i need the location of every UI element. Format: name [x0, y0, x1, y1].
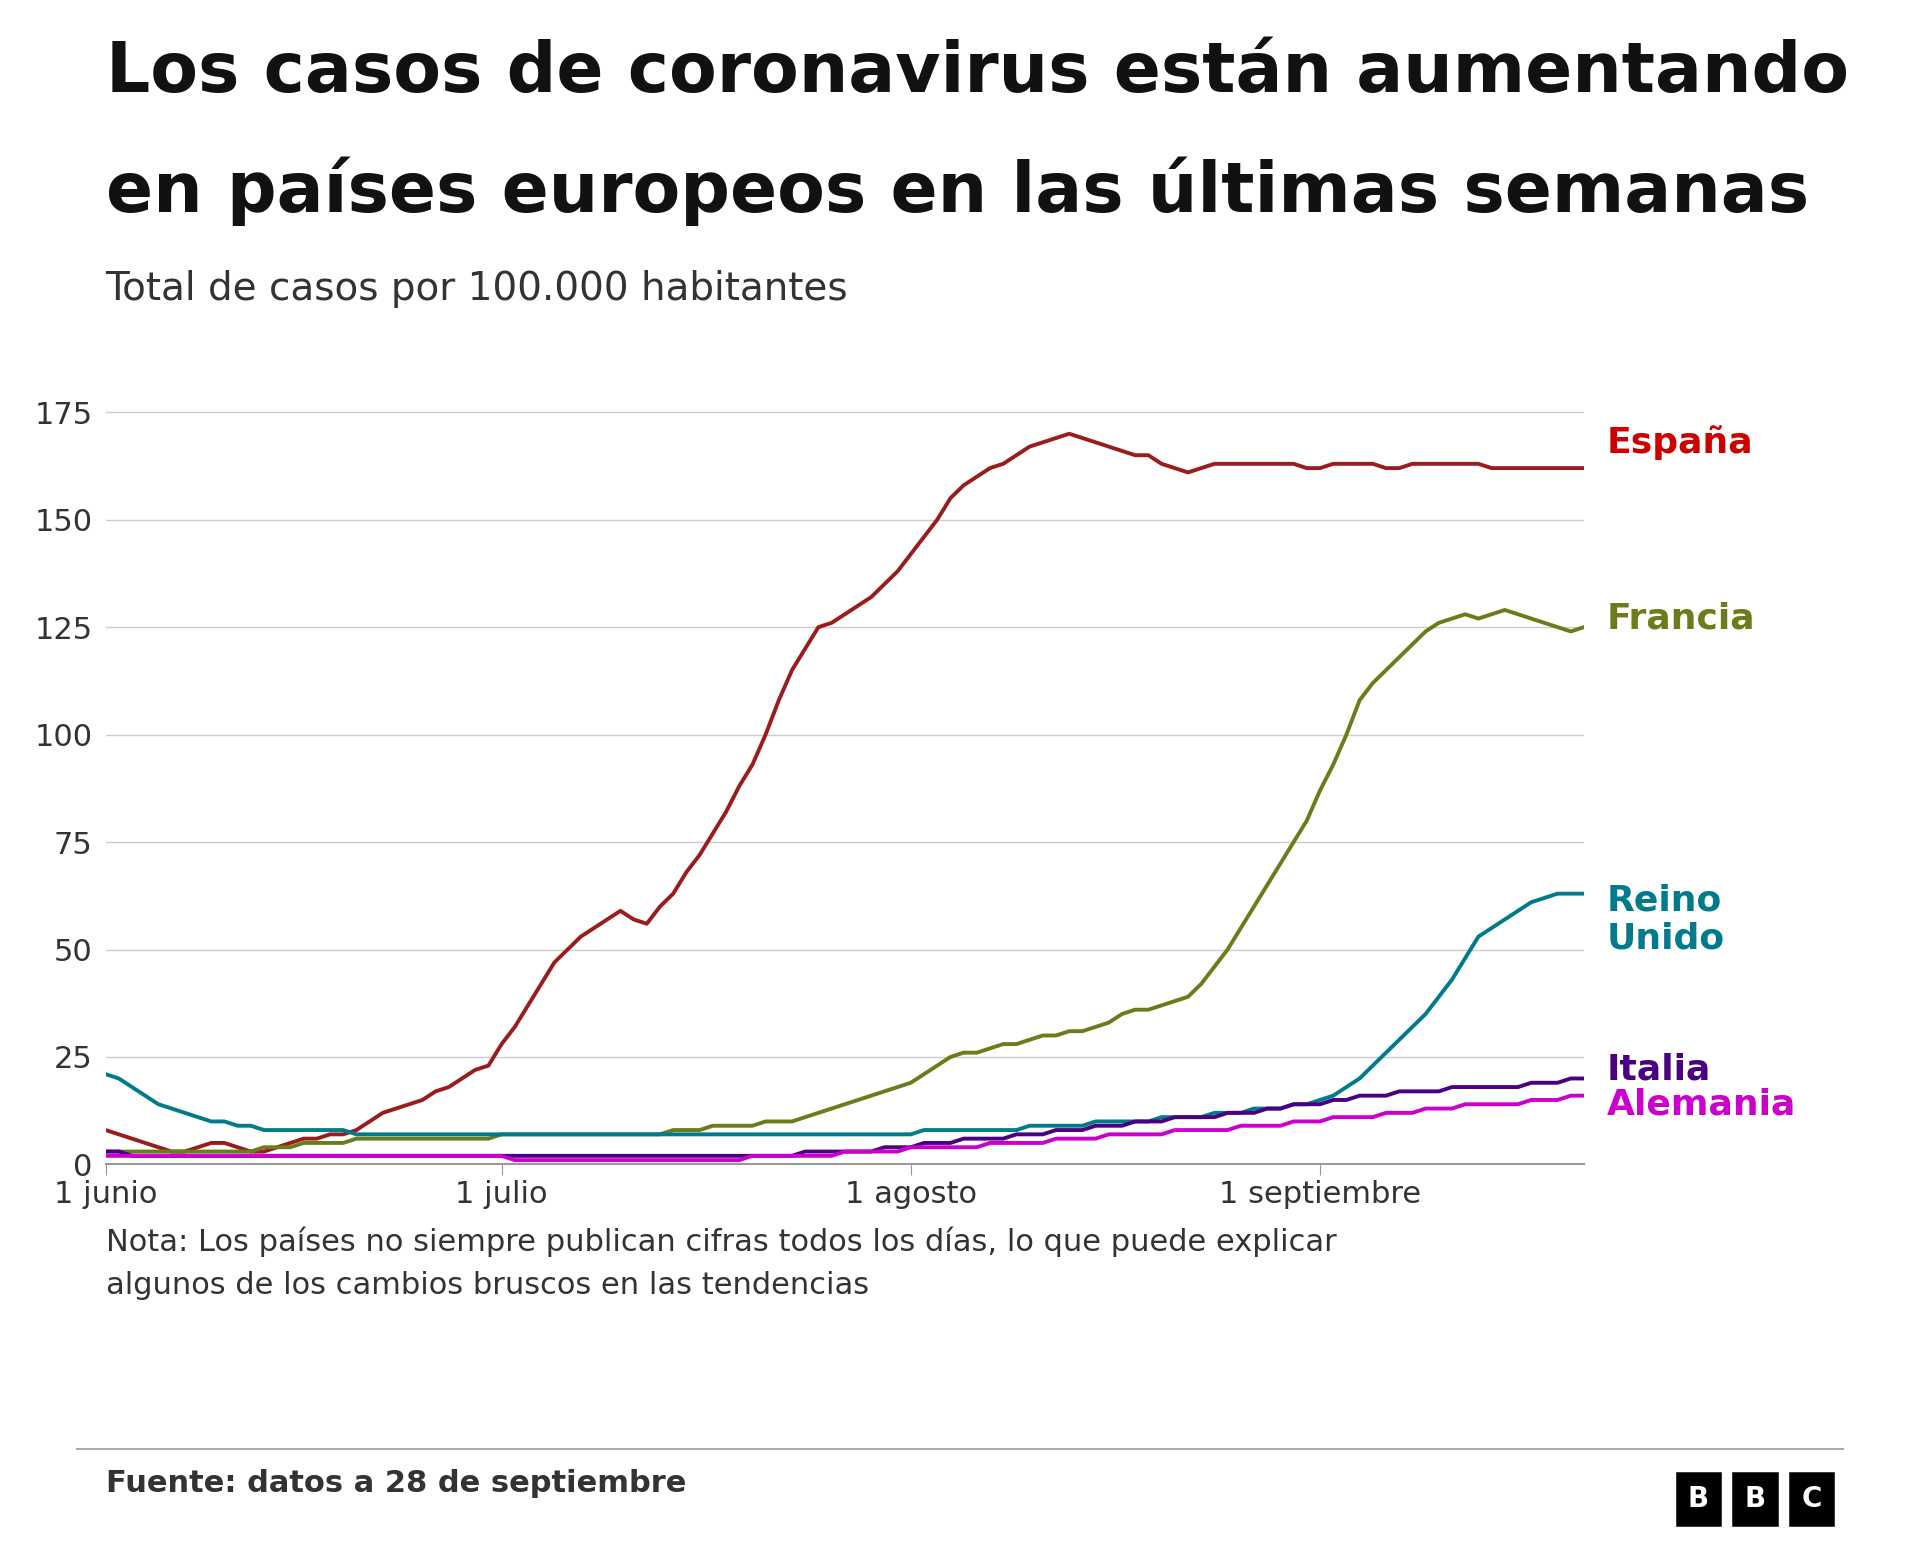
- Bar: [1730, 1469, 1780, 1529]
- Text: Los casos de coronavirus están aumentando: Los casos de coronavirus están aumentand…: [106, 39, 1849, 106]
- Text: B: B: [1743, 1485, 1766, 1513]
- Text: Alemania: Alemania: [1607, 1088, 1797, 1121]
- Bar: [1788, 1469, 1836, 1529]
- Text: Total de casos por 100.000 habitantes: Total de casos por 100.000 habitantes: [106, 270, 849, 308]
- Text: B: B: [1688, 1485, 1709, 1513]
- Text: Francia: Francia: [1607, 602, 1755, 636]
- Text: en países europeos en las últimas semanas: en países europeos en las últimas semana…: [106, 156, 1809, 225]
- Bar: [1674, 1469, 1722, 1529]
- Text: Italia: Italia: [1607, 1053, 1711, 1086]
- Text: C: C: [1801, 1485, 1822, 1513]
- Text: Fuente: datos a 28 de septiembre: Fuente: datos a 28 de septiembre: [106, 1469, 685, 1499]
- Text: España: España: [1607, 425, 1753, 460]
- Text: Reino
Unido: Reino Unido: [1607, 883, 1726, 955]
- Text: Nota: Los países no siempre publican cifras todos los días, lo que puede explica: Nota: Los países no siempre publican cif…: [106, 1227, 1336, 1300]
